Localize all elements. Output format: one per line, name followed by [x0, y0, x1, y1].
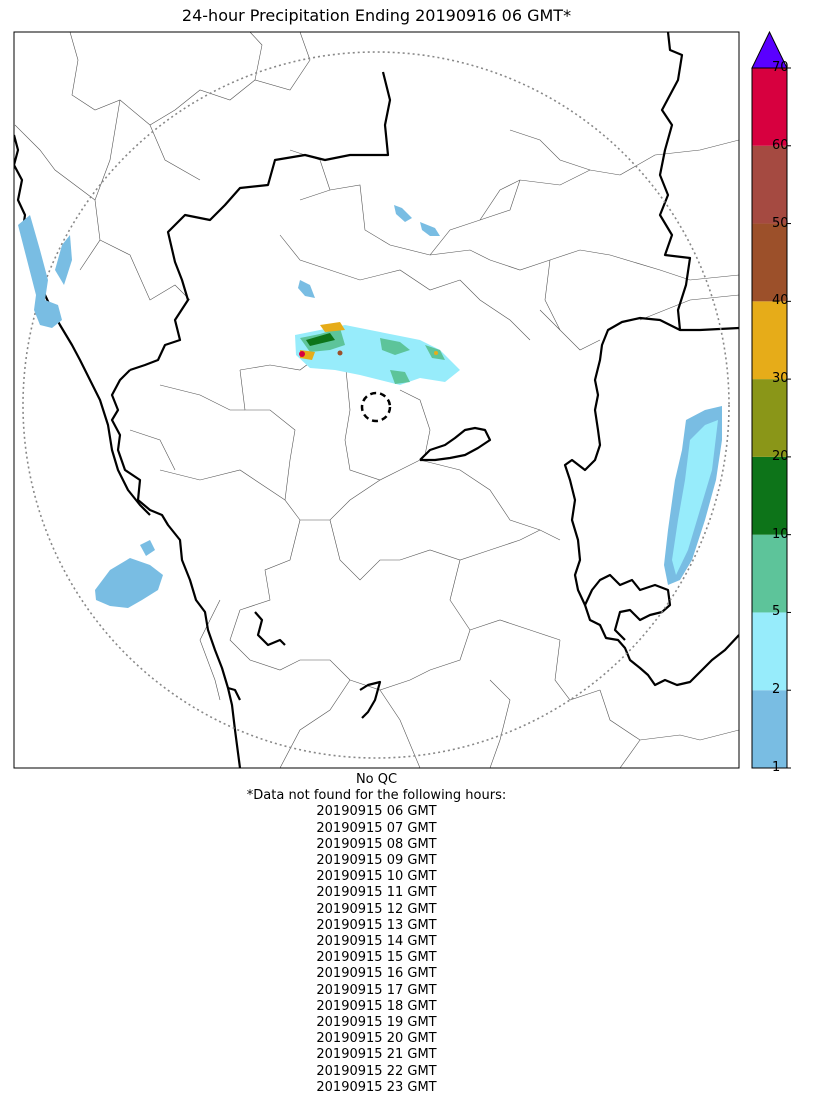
missing-hour: 20190915 06 GMT: [316, 804, 437, 820]
colorbar-segment: [752, 145, 787, 224]
colorbar-segment: [752, 456, 787, 535]
missing-hour: 20190915 18 GMT: [316, 998, 437, 1014]
colorbar-tick-label: 70: [772, 60, 789, 75]
colorbar-tick-label: 20: [772, 448, 789, 464]
radar-range-ring: [22, 51, 730, 759]
missing-hour: 20190915 20 GMT: [316, 1031, 437, 1047]
missing-hour: 20190915 17 GMT: [316, 982, 437, 998]
precipitation-cells: [18, 205, 722, 608]
colorbar-segment: [752, 379, 787, 457]
radar-site-marker: [360, 391, 392, 423]
missing-hour: 20190915 21 GMT: [316, 1047, 437, 1063]
missing-hour: 20190915 12 GMT: [316, 901, 437, 917]
missing-hour: 20190915 11 GMT: [316, 885, 437, 901]
colorbar-segment: [752, 534, 787, 613]
colorbar-tick-label: 2: [772, 682, 781, 698]
colorbar-tick-label: 50: [772, 215, 789, 231]
colorbar-segment: [752, 612, 787, 691]
colorbar-tick-label: 60: [772, 137, 789, 153]
colorbar-tick-label: 40: [772, 293, 789, 309]
colorbar-segment: [752, 223, 787, 302]
missing-hour: 20190915 14 GMT: [316, 934, 437, 950]
missing-heading: *Data not found for the following hours:: [246, 788, 507, 804]
colorbar-tick-label: 30: [772, 371, 789, 387]
missing-hour: 20190915 13 GMT: [316, 917, 437, 933]
missing-hour: 20190915 19 GMT: [316, 1015, 437, 1031]
missing-hour: 20190915 09 GMT: [316, 853, 437, 869]
map-area: [14, 32, 739, 768]
missing-hour: 20190915 23 GMT: [316, 1079, 437, 1095]
missing-hour: 20190915 08 GMT: [316, 836, 437, 852]
colorbar-segment: [752, 301, 787, 380]
missing-hour: 20190915 07 GMT: [316, 820, 437, 836]
footer-notes: No QC *Data not found for the following …: [14, 772, 739, 1096]
missing-hour: 20190915 16 GMT: [316, 966, 437, 982]
district-boundaries: [14, 32, 739, 768]
colorbar-tick-label: 1: [772, 760, 781, 775]
qc-note: No QC: [355, 772, 398, 787]
missing-hour: 20190915 15 GMT: [316, 950, 437, 966]
missing-hour: 20190915 22 GMT: [316, 1063, 437, 1079]
colorbar-segment: [752, 690, 787, 768]
colorbar: [751, 30, 791, 769]
state-boundaries: [14, 32, 739, 768]
colorbar-tick-label: 5: [772, 604, 781, 620]
colorbar-frame: [751, 67, 788, 769]
map-title: 24-hour Precipitation Ending 20190916 06…: [181, 6, 572, 25]
map-frame: [13, 31, 740, 769]
missing-hours-list: 20190915 06 GMT 20190915 07 GMT 20190915 0…: [14, 804, 739, 1096]
missing-hour: 20190915 10 GMT: [316, 869, 437, 885]
colorbar-segment: [752, 68, 787, 146]
colorbar-tick-label: 10: [772, 526, 789, 542]
